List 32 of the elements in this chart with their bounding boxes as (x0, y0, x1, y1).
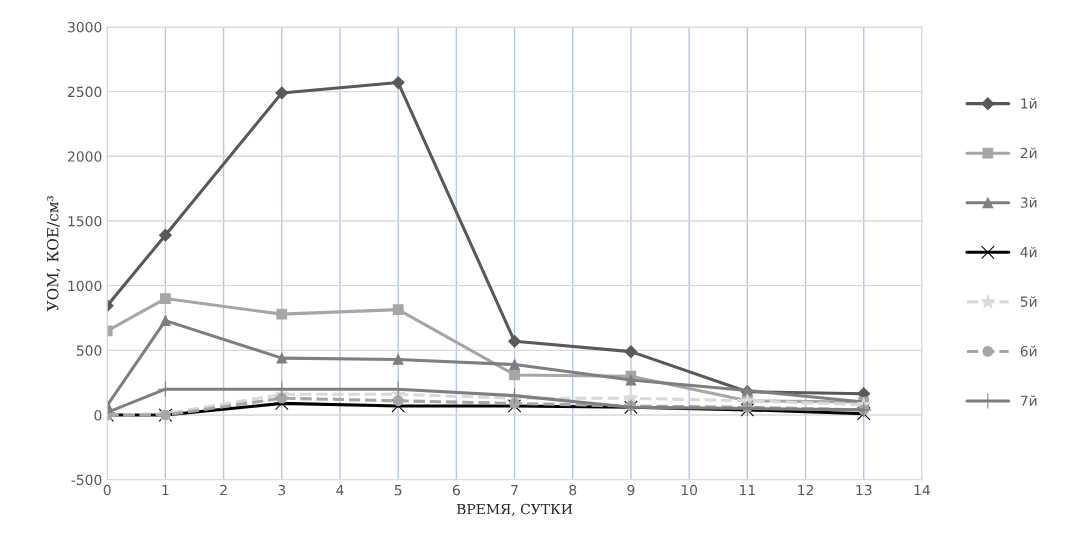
x-tick-label: 13 (856, 484, 872, 496)
legend-label: 4й (1020, 246, 1037, 258)
y-tick-label: 0 (94, 410, 102, 421)
x-tick-label: 10 (681, 484, 698, 496)
legend-label: 5й (1020, 296, 1037, 307)
x-tick-label: 7 (511, 485, 518, 496)
legend-label: 2й (1020, 147, 1037, 159)
legend-label: 6й (1020, 345, 1037, 357)
x-tick-label: 0 (103, 484, 111, 496)
x-tick-label: 8 (569, 484, 577, 496)
x-tick-label: 5 (394, 485, 402, 496)
y-tick-label: 500 (76, 345, 102, 356)
x-tick-label: 3 (278, 484, 286, 496)
x-axis-title: ВРЕМЯ, СУТКИ (456, 503, 573, 517)
y-tick-label: 1000 (68, 280, 102, 292)
y-tick-label: 1500 (68, 215, 102, 227)
legend-label: 7й (1020, 395, 1037, 406)
x-tick-label: 12 (798, 484, 813, 496)
x-tick-label: 9 (627, 484, 635, 496)
y-tick-label: -500 (71, 474, 102, 486)
y-tick-label: 3000 (68, 21, 102, 33)
x-tick-label: 14 (914, 485, 930, 496)
legend-label: 3й (1020, 197, 1037, 208)
x-tick-label: 1 (162, 485, 169, 496)
x-tick-label: 4 (336, 485, 344, 496)
x-tick-label: 2 (220, 484, 227, 496)
x-tick-label: 6 (452, 484, 460, 496)
legend-label: 1й (1021, 98, 1037, 109)
x-tick-label: 11 (740, 485, 755, 496)
y-tick-label: 2500 (68, 86, 102, 98)
y-axis-title: УОМ, КОЕ/см³ (46, 196, 61, 312)
y-tick-label: 2000 (68, 151, 102, 162)
